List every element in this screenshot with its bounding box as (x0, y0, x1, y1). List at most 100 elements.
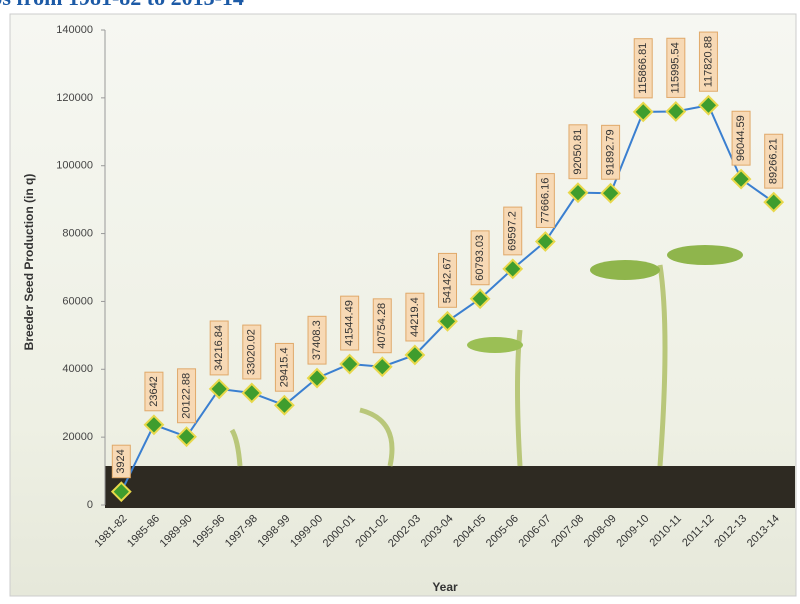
data-marker (371, 356, 393, 378)
data-marker (730, 168, 752, 190)
y-tick-label: 60000 (62, 295, 93, 307)
data-label-box (111, 444, 131, 479)
data-marker (176, 426, 197, 448)
data-marker (698, 94, 719, 116)
data-marker (306, 367, 328, 389)
data-label-box (372, 298, 392, 354)
data-marker (208, 378, 230, 400)
data-label: 89266.21 (768, 138, 780, 184)
data-label-group: 44219.4 (405, 292, 425, 342)
data-marker (632, 101, 654, 123)
data-label-box (307, 315, 327, 365)
data-label-group: 92050.81 (568, 124, 588, 180)
chart-title: crops from 1981-82 to 2013-14 (0, 0, 244, 10)
data-label-group: 33020.02 (242, 324, 262, 380)
data-label: 115995.54 (670, 42, 682, 93)
y-axis-label: Breeder Seed Production (in q) (22, 174, 36, 351)
data-marker (241, 382, 263, 404)
y-tick-label: 20000 (62, 431, 93, 443)
data-marker (273, 394, 295, 416)
data-label: 23642 (148, 376, 160, 407)
data-label-group: 34216.84 (209, 320, 229, 376)
x-axis-label: Year (432, 580, 458, 594)
y-tick-label: 80000 (62, 227, 93, 239)
data-label: 37408.3 (311, 320, 323, 360)
data-label: 96044.59 (735, 115, 747, 161)
leaf-decoration (667, 245, 743, 265)
data-label-box (601, 124, 621, 180)
data-marker (143, 414, 165, 436)
data-label-group: 69597.2 (503, 206, 523, 256)
data-label-box (666, 37, 686, 98)
data-label-group: 115866.81 (633, 38, 653, 99)
data-label-box (731, 110, 751, 166)
data-label: 91892.79 (605, 129, 617, 175)
data-label-group: 37408.3 (307, 315, 327, 365)
data-label-group: 77666.16 (535, 173, 555, 228)
y-tick-label: 0 (87, 499, 93, 511)
data-label-group: 41544.49 (340, 295, 360, 351)
data-label-group: 20122.88 (177, 368, 197, 424)
data-label-group: 23642 (144, 371, 164, 412)
data-label-box (340, 295, 360, 351)
sprout-decoration (229, 264, 668, 467)
data-label: 115866.81 (637, 43, 649, 94)
data-label-box (405, 292, 425, 342)
data-label: 29415.4 (278, 347, 290, 387)
data-marker (665, 101, 687, 122)
data-marker (534, 231, 556, 252)
data-label-box (503, 206, 523, 256)
data-marker (600, 182, 622, 204)
y-tick-label: 100000 (56, 160, 93, 172)
data-label: 92050.81 (572, 129, 584, 175)
data-label-box (274, 342, 294, 392)
leaf-decoration (467, 337, 523, 353)
data-label: 40754.28 (376, 303, 388, 349)
data-label: 117820.88 (702, 36, 714, 87)
data-marker (567, 182, 589, 204)
data-label-group: 40754.28 (372, 298, 392, 354)
data-label-group: 96044.59 (731, 110, 751, 166)
data-label-box (535, 173, 555, 228)
data-marker (763, 191, 785, 213)
data-label: 77666.16 (539, 178, 551, 224)
data-label: 41544.49 (344, 300, 356, 346)
data-label: 69597.2 (507, 211, 519, 251)
data-label-group: 29415.4 (274, 342, 294, 392)
data-label-box (698, 31, 718, 92)
data-label-group: 117820.88 (698, 31, 718, 92)
data-label-box (144, 371, 164, 412)
data-label-group: 115995.54 (666, 37, 686, 98)
data-label-group: 91892.79 (601, 124, 621, 180)
data-marker (469, 288, 491, 310)
data-label: 54142.67 (441, 257, 453, 303)
leaf-decoration (590, 260, 660, 280)
y-tick-label: 140000 (56, 24, 93, 36)
data-label: 34216.84 (213, 325, 225, 371)
data-label-box (177, 368, 197, 424)
data-label-box (209, 320, 229, 376)
y-tick-label: 40000 (62, 363, 93, 375)
soil-decoration (105, 466, 795, 508)
data-label: 33020.02 (246, 329, 258, 375)
data-label-group: 3924 (111, 444, 131, 479)
data-marker (110, 481, 132, 503)
data-label: 20122.88 (180, 373, 192, 419)
data-label-box (568, 124, 588, 180)
data-label-group: 89266.21 (764, 133, 784, 189)
data-label-box (633, 38, 653, 99)
data-label-group: 54142.67 (438, 252, 457, 308)
data-label-box (242, 324, 262, 380)
data-label-group: 60793.03 (470, 230, 490, 286)
data-marker (404, 344, 426, 366)
chart-frame (9, 13, 797, 597)
data-label-box (470, 230, 490, 286)
y-tick-label: 120000 (56, 92, 93, 104)
data-marker (437, 310, 458, 332)
data-label-box (764, 133, 784, 189)
data-marker (502, 258, 524, 280)
data-label: 3924 (115, 449, 127, 473)
data-label: 60793.03 (474, 235, 486, 281)
data-label-box (438, 252, 457, 308)
